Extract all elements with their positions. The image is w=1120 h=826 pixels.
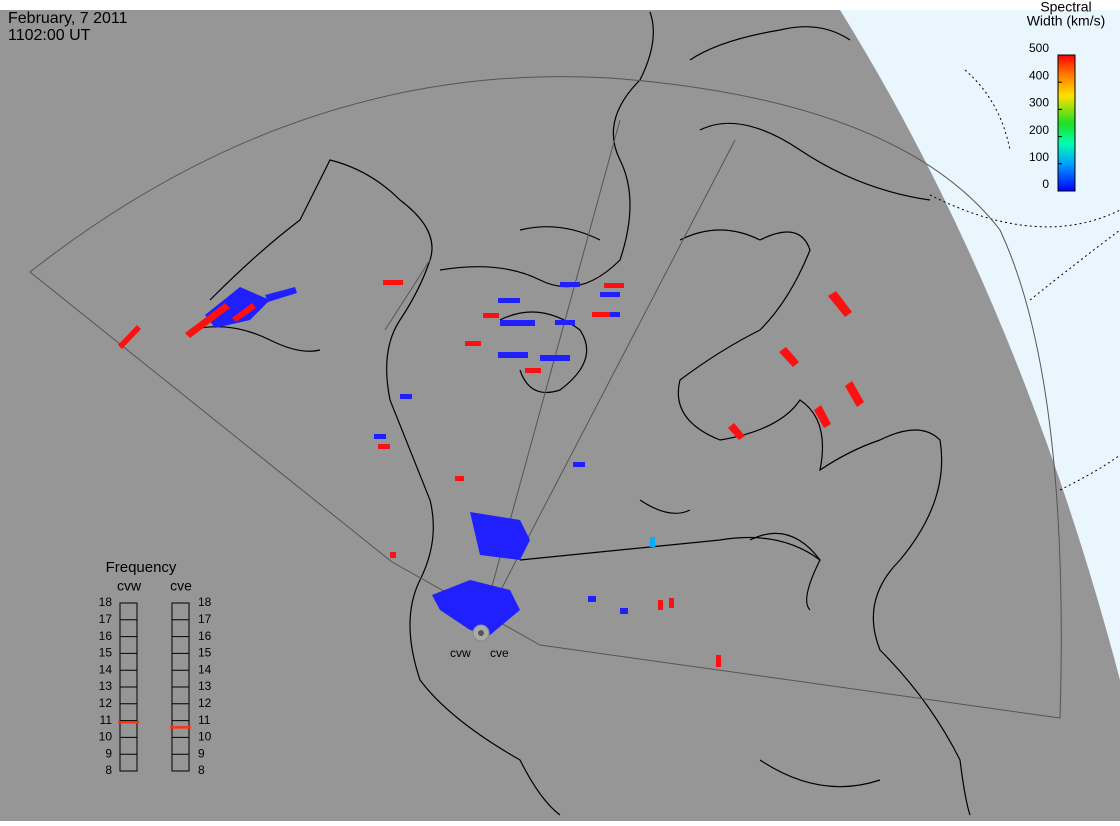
frequency-tick-label: 11 [198, 713, 211, 727]
frequency-tick-label: 12 [99, 696, 113, 710]
colorbar-title: Width (km/s) [1027, 13, 1106, 29]
frequency-tick-label: 14 [198, 662, 212, 676]
coastlines [189, 11, 971, 816]
frequency-tick-label: 13 [99, 679, 113, 693]
frequency-tick-label: 16 [99, 629, 113, 643]
colorbar-title: Spectral [1040, 0, 1091, 15]
radar-site-center [478, 630, 484, 636]
frequency-tick-label: 11 [100, 713, 113, 727]
frequency-tick-label: 18 [198, 595, 212, 609]
frequency-tick-label: 10 [99, 730, 113, 744]
station-label: cvw [450, 646, 471, 660]
colorbar [1057, 54, 1076, 192]
station-label: cve [490, 646, 509, 660]
colorbar-tick-label: 400 [1029, 68, 1049, 82]
frequency-tick-label: 13 [198, 679, 212, 693]
frequency-tick-label: 17 [198, 612, 212, 626]
frequency-tick-label: 9 [105, 746, 112, 760]
radar-name: cve [170, 578, 192, 594]
frequency-tick-label: 15 [99, 646, 113, 660]
date-label: February, 7 2011 [8, 10, 128, 27]
colorbar-tick-label: 200 [1029, 123, 1049, 137]
frequency-tick-label: 18 [99, 595, 113, 609]
radar-echoes [118, 280, 864, 667]
frequency-tick-label: 12 [198, 696, 212, 710]
frequency-tick-label: 10 [198, 730, 212, 744]
colorbar-tick-label: 100 [1029, 150, 1049, 164]
frequency-tick-label: 14 [99, 662, 113, 676]
colorbar-tick-label: 0 [1042, 177, 1049, 191]
radar-name: cvw [117, 578, 142, 594]
frequency-tick-label: 16 [198, 629, 212, 643]
frequency-title: Frequency [106, 559, 177, 576]
time-label: 1102:00 UT [8, 27, 91, 44]
frequency-tick-label: 17 [99, 612, 113, 626]
frequency-tick-label: 8 [105, 763, 112, 777]
frequency-tick-label: 15 [198, 646, 212, 660]
colorbar-tick-label: 300 [1029, 96, 1049, 110]
daylight-region [840, 10, 1120, 680]
colorbar-tick-label: 500 [1029, 41, 1049, 55]
frequency-tick-label: 8 [198, 763, 205, 777]
frequency-tick-label: 9 [198, 746, 205, 760]
latitude-circles [929, 69, 1120, 491]
